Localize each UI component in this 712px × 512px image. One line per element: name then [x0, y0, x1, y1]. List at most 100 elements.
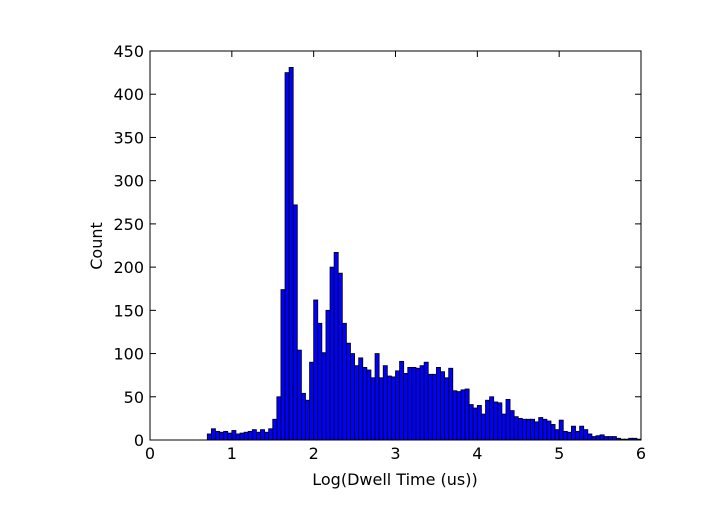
- x-tick-label: 1: [227, 444, 237, 463]
- bar: [517, 417, 523, 441]
- bar: [456, 391, 462, 441]
- bar: [354, 365, 360, 441]
- bar: [448, 367, 454, 441]
- bar: [337, 272, 343, 441]
- bar: [309, 361, 315, 441]
- bar: [501, 413, 507, 441]
- bar: [468, 404, 474, 441]
- bar: [611, 436, 617, 441]
- bar: [399, 360, 405, 441]
- bar: [440, 371, 445, 441]
- bar: [317, 322, 323, 441]
- bar: [235, 433, 241, 441]
- bar: [239, 432, 245, 441]
- y-tick-label: 350: [113, 128, 144, 147]
- x-axis-label: Log(Dwell Time (us)): [312, 470, 478, 489]
- bar: [460, 389, 466, 441]
- x-tick-label: 6: [636, 444, 646, 463]
- bar: [296, 349, 302, 441]
- bar: [472, 407, 478, 441]
- y-tick-label: 300: [113, 172, 144, 191]
- bar: [206, 433, 212, 441]
- bar: [583, 429, 589, 441]
- bar: [509, 410, 515, 441]
- bar: [587, 433, 593, 441]
- bar: [575, 430, 581, 441]
- bar: [325, 309, 331, 441]
- bar: [562, 430, 568, 441]
- bar: [550, 424, 556, 441]
- bar: [366, 369, 372, 441]
- bar: [362, 366, 368, 441]
- x-tick-label: 2: [309, 444, 319, 463]
- bar: [415, 367, 421, 441]
- y-tick-label: 0: [134, 431, 144, 450]
- bar: [505, 398, 511, 441]
- bar: [391, 376, 396, 441]
- bar: [227, 432, 233, 441]
- bar: [423, 361, 429, 441]
- bar: [284, 72, 290, 441]
- bar: [231, 430, 237, 441]
- bar: [333, 252, 339, 441]
- bar: [476, 405, 482, 441]
- bar: [444, 377, 450, 441]
- bar: [497, 402, 503, 441]
- bar: [395, 370, 400, 441]
- bar: [489, 396, 495, 441]
- bar: [345, 342, 351, 441]
- bar: [321, 352, 327, 441]
- bar: [255, 431, 261, 441]
- bar: [603, 436, 609, 441]
- bar: [452, 390, 458, 441]
- y-tick-label: 250: [113, 215, 144, 234]
- bar: [280, 289, 286, 441]
- bar: [305, 399, 310, 441]
- bar: [431, 373, 437, 441]
- bar: [607, 436, 613, 441]
- bar: [427, 373, 433, 441]
- bar: [243, 431, 249, 441]
- bar: [268, 428, 274, 441]
- bar: [526, 418, 531, 441]
- bar: [386, 375, 392, 441]
- bar: [292, 204, 298, 441]
- bar: [566, 431, 572, 441]
- bar: [219, 431, 225, 441]
- bar: [403, 373, 409, 441]
- bar: [411, 366, 417, 441]
- bar: [300, 392, 306, 441]
- bar: [358, 357, 364, 441]
- bar: [370, 377, 376, 441]
- bar: [571, 425, 576, 441]
- bar: [530, 418, 536, 441]
- bar: [485, 399, 491, 441]
- bar: [260, 429, 265, 441]
- bar: [223, 430, 229, 441]
- x-tick-label: 3: [390, 444, 400, 463]
- y-tick-label: 100: [113, 345, 144, 364]
- bar: [521, 418, 527, 441]
- y-tick-label: 50: [124, 388, 144, 407]
- bar: [534, 421, 540, 441]
- bar: [436, 366, 441, 441]
- bar: [350, 353, 355, 441]
- bar: [538, 417, 544, 441]
- bar: [329, 266, 335, 441]
- bar: [493, 401, 499, 441]
- bar: [558, 419, 564, 441]
- x-tick-label: 0: [145, 444, 155, 463]
- bar: [599, 434, 605, 441]
- bar: [546, 420, 552, 441]
- bar: [481, 413, 486, 441]
- bar: [419, 365, 425, 441]
- bar: [591, 436, 597, 441]
- bar: [579, 425, 585, 441]
- bar: [341, 322, 347, 441]
- y-tick-label: 450: [113, 42, 144, 61]
- bar: [407, 366, 413, 441]
- bar: [554, 429, 560, 441]
- y-axis-label: Count: [87, 222, 106, 270]
- bar: [276, 396, 282, 441]
- bar: [513, 416, 519, 441]
